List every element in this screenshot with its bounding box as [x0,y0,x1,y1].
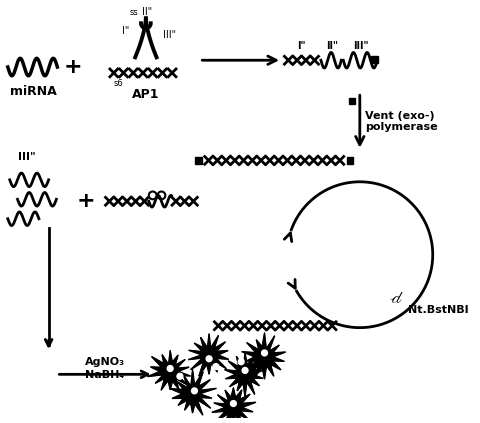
Polygon shape [147,351,191,390]
Text: II": II" [142,6,152,16]
Polygon shape [188,334,228,376]
Bar [347,157,353,164]
Circle shape [177,374,183,379]
Text: +: + [64,57,82,77]
Circle shape [192,388,197,394]
Text: s6: s6 [114,80,123,88]
Polygon shape [170,369,216,415]
Text: NaBH₄: NaBH₄ [85,370,125,380]
Text: +: + [76,191,95,211]
Text: AgNO₃: AgNO₃ [85,357,125,367]
Circle shape [230,401,236,407]
Polygon shape [242,333,286,379]
Text: Vent (exo-)
polymerase: Vent (exo-) polymerase [365,111,437,132]
Text: III": III" [353,41,369,51]
Text: III": III" [163,30,177,40]
Circle shape [242,368,248,374]
Circle shape [206,356,212,362]
Text: III": III" [17,152,35,162]
Text: AP1: AP1 [132,88,160,102]
Bar [195,157,202,164]
Text: I": I" [297,41,306,51]
Text: $\mathscr{d}$: $\mathscr{d}$ [389,291,404,306]
Circle shape [167,365,173,371]
Circle shape [213,364,219,369]
Text: II": II" [326,41,338,51]
Text: Nt.BstNBI: Nt.BstNBI [408,305,469,315]
Text: I": I" [122,26,129,36]
Circle shape [238,359,244,365]
Circle shape [262,350,267,356]
Bar [348,98,355,104]
Polygon shape [225,353,264,397]
Text: miRNA: miRNA [10,85,57,98]
Bar [371,56,378,63]
Text: ss: ss [130,8,139,16]
Polygon shape [212,388,256,423]
